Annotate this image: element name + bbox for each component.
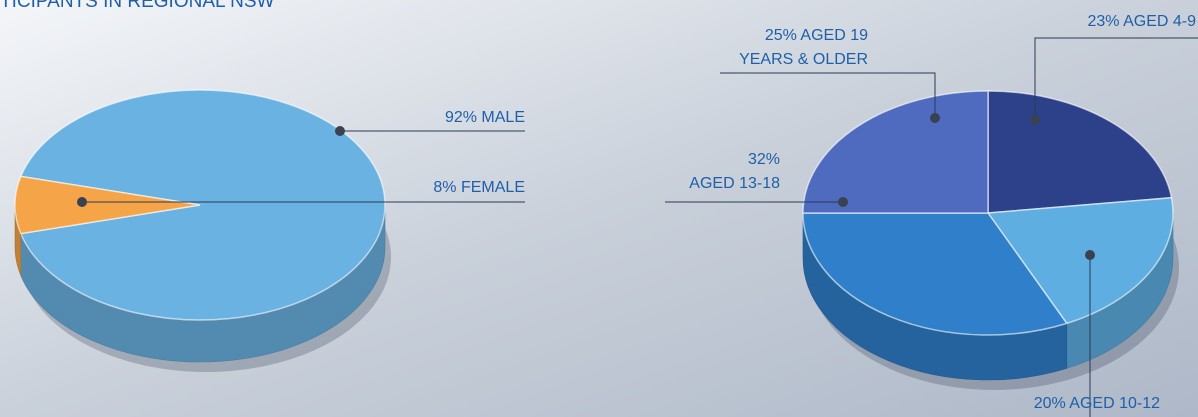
leader-dot (77, 197, 87, 207)
slice-label: 32% (748, 151, 780, 168)
leader-dot (1030, 115, 1040, 125)
pie-slice (21, 90, 385, 362)
slice-label: 8% FEMALE (433, 179, 525, 196)
infographic: TICIPANTS IN REGIONAL NSW 92% MALE 8% FEM… (0, 0, 1198, 417)
slice-label: 20% AGED 10-12 (1034, 395, 1160, 412)
slice-label: AGED 13-18 (689, 175, 780, 192)
leader-dot (838, 197, 848, 207)
slice-label: 25% AGED 19 (765, 27, 868, 44)
slice-label: YEARS & OLDER (739, 51, 868, 68)
slice-label: 92% MALE (445, 109, 525, 126)
leader-dot (1085, 250, 1095, 260)
slice-label: 23% AGED 4-9 (1088, 13, 1197, 30)
title: TICIPANTS IN REGIONAL NSW (0, 0, 275, 12)
leader-dot (335, 126, 345, 136)
page: {"title": "TICIPANTS IN REGIONAL NSW", "… (0, 0, 1198, 417)
leader-dot (930, 113, 940, 123)
